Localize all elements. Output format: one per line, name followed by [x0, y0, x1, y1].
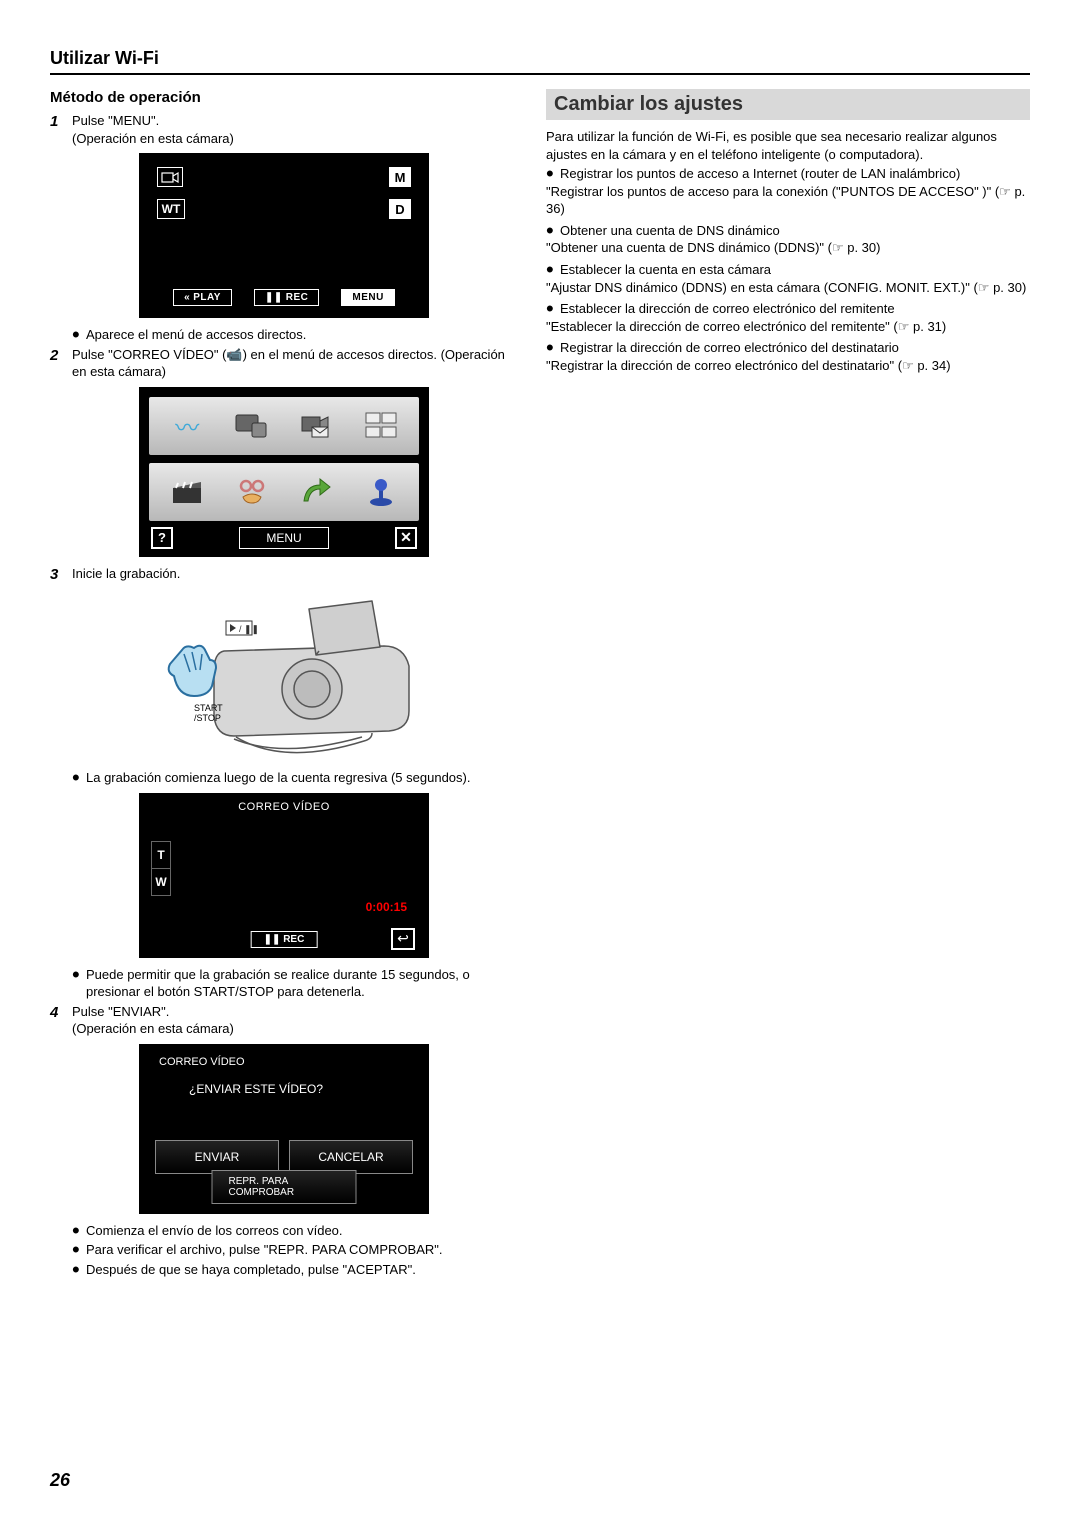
step-number: 4 [50, 1003, 72, 1038]
step-3: 3 Inicie la grabación. [50, 565, 518, 585]
bullet: • La grabación comienza luego de la cuen… [72, 769, 518, 787]
rec-time: 0:00:15 [366, 900, 407, 914]
video-mail-icon [295, 405, 337, 447]
page-header: Utilizar Wi-Fi [50, 48, 1030, 75]
step-text: Pulse "CORREO VÍDEO" (📹) en el menú de a… [72, 346, 518, 381]
step-number: 3 [50, 565, 72, 585]
screen-title: CORREO VÍDEO [139, 801, 429, 813]
step-text: (Operación en esta cámara) [72, 130, 518, 148]
d-button: D [389, 199, 411, 219]
right-column: Cambiar los ajustes Para utilizar la fun… [546, 89, 1030, 1281]
bullet: •Establecer la dirección de correo elect… [546, 300, 1030, 318]
rec-button: REC [254, 289, 319, 306]
step-2: 2 Pulse "CORREO VÍDEO" (📹) en el menú de… [50, 346, 518, 381]
camcorder-illustration: / ❚❚ START /STOP [134, 591, 434, 761]
page-number: 26 [50, 1470, 70, 1491]
step-4: 4 Pulse "ENVIAR". (Operación en esta cám… [50, 1003, 518, 1038]
step-number: 1 [50, 112, 72, 147]
play-button: PLAY [173, 289, 232, 306]
svg-text:START: START [194, 703, 223, 713]
bullet: •Establecer la cuenta en esta cámara [546, 261, 1030, 279]
wifi-icon: 〰 [166, 405, 208, 447]
zoom-control: T W [151, 841, 171, 896]
arrow-icon [295, 471, 337, 513]
bullet: •Registrar los puntos de acceso a Intern… [546, 165, 1030, 183]
camera-screen-menu: M WT D PLAY REC MENU [139, 153, 429, 318]
help-button: ? [151, 527, 173, 549]
face-icon [231, 471, 273, 513]
camera-screen-recording: CORREO VÍDEO T W 0:00:15 REC ↩ [139, 793, 429, 958]
camera-icon [157, 167, 183, 187]
intro-text: Para utilizar la función de Wi-Fi, es po… [546, 128, 1030, 163]
bullet: •Para verificar el archivo, pulse "REPR.… [72, 1241, 518, 1259]
bullet: • Aparece el menú de accesos directos. [72, 326, 518, 344]
bullet: •Comienza el envío de los correos con ví… [72, 1222, 518, 1240]
operation-method-heading: Método de operación [50, 89, 518, 106]
monitor-icon [231, 405, 273, 447]
step-text: Pulse "MENU". [72, 112, 518, 130]
clapper-icon [166, 471, 208, 513]
change-settings-heading: Cambiar los ajustes [546, 89, 1030, 120]
reference: "Registrar la dirección de correo electr… [546, 357, 1030, 375]
send-button: ENVIAR [155, 1140, 279, 1174]
screen-title: CORREO VÍDEO [159, 1056, 245, 1068]
step-text: Inicie la grabación. [72, 565, 518, 585]
step-text: Pulse "ENVIAR". [72, 1003, 518, 1021]
left-column: Método de operación 1 Pulse "MENU". (Ope… [50, 89, 518, 1281]
svg-text:/ ❚❚: / ❚❚ [239, 624, 259, 635]
prompt-text: ¿ENVIAR ESTE VÍDEO? [189, 1082, 323, 1096]
check-button: REPR. PARA COMPROBAR [212, 1170, 357, 1204]
reference: "Ajustar DNS dinámico (DDNS) en esta cám… [546, 279, 1030, 297]
settings-panel-icon [360, 405, 402, 447]
svg-text:/STOP: /STOP [194, 713, 221, 723]
bullet: •Después de que se haya completado, puls… [72, 1261, 518, 1279]
back-button: ↩ [391, 928, 415, 950]
step-number: 2 [50, 346, 72, 381]
bullet: •Obtener una cuenta de DNS dinámico [546, 222, 1030, 240]
step-1: 1 Pulse "MENU". (Operación en esta cámar… [50, 112, 518, 147]
reference: "Registrar los puntos de acceso para la … [546, 183, 1030, 218]
menu-button: MENU [341, 289, 394, 306]
step-text: (Operación en esta cámara) [72, 1020, 518, 1038]
rec-button: REC [251, 931, 318, 948]
bullet: • Puede permitir que la grabación se rea… [72, 966, 518, 1001]
camera-screen-send: CORREO VÍDEO ¿ENVIAR ESTE VÍDEO? ENVIAR … [139, 1044, 429, 1214]
camera-screen-shortcuts: 〰 [139, 387, 429, 557]
bullet: •Registrar la dirección de correo electr… [546, 339, 1030, 357]
close-button: ✕ [395, 527, 417, 549]
m-button: M [389, 167, 411, 187]
joystick-icon [360, 471, 402, 513]
reference: "Establecer la dirección de correo elect… [546, 318, 1030, 336]
wt-button: WT [157, 199, 185, 219]
cancel-button: CANCELAR [289, 1140, 413, 1174]
menu-button: MENU [239, 527, 328, 549]
reference: "Obtener una cuenta de DNS dinámico (DDN… [546, 239, 1030, 257]
